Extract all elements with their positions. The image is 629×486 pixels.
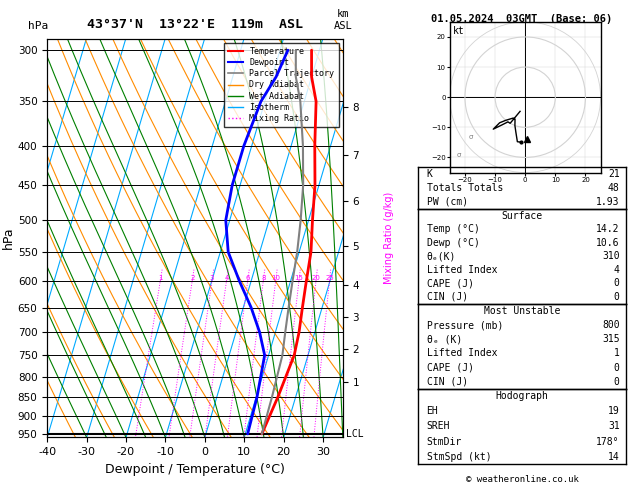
- Text: Lifted Index: Lifted Index: [426, 265, 497, 275]
- Text: 0: 0: [614, 377, 620, 387]
- Text: 15: 15: [294, 275, 303, 281]
- Text: Lifted Index: Lifted Index: [426, 348, 497, 358]
- Text: 14.2: 14.2: [596, 224, 620, 234]
- Text: CIN (J): CIN (J): [426, 377, 468, 387]
- Text: kt: kt: [453, 26, 465, 36]
- Text: σ: σ: [457, 153, 461, 158]
- Text: 3: 3: [209, 275, 214, 281]
- Text: 0: 0: [614, 363, 620, 373]
- Text: © weatheronline.co.uk: © weatheronline.co.uk: [465, 474, 579, 484]
- Y-axis label: hPa: hPa: [2, 227, 15, 249]
- Text: σ: σ: [469, 135, 473, 140]
- Text: 6: 6: [245, 275, 250, 281]
- Text: Totals Totals: Totals Totals: [426, 183, 503, 193]
- Text: 31: 31: [608, 421, 620, 432]
- Text: 0: 0: [614, 292, 620, 302]
- Text: 4: 4: [614, 265, 620, 275]
- Text: 1.93: 1.93: [596, 197, 620, 207]
- Text: θₑ(K): θₑ(K): [426, 251, 456, 261]
- Text: 14: 14: [608, 451, 620, 462]
- Text: 315: 315: [602, 334, 620, 344]
- Text: km
ASL: km ASL: [333, 9, 352, 31]
- Text: 10.6: 10.6: [596, 238, 620, 248]
- Text: StmSpd (kt): StmSpd (kt): [426, 451, 491, 462]
- Legend: Temperature, Dewpoint, Parcel Trajectory, Dry Adiabat, Wet Adiabat, Isotherm, Mi: Temperature, Dewpoint, Parcel Trajectory…: [224, 43, 338, 127]
- Text: 0: 0: [614, 278, 620, 289]
- Y-axis label: Mixing Ratio (g/kg): Mixing Ratio (g/kg): [384, 192, 394, 284]
- Text: Pressure (mb): Pressure (mb): [426, 320, 503, 330]
- Text: SREH: SREH: [426, 421, 450, 432]
- Text: θₑ (K): θₑ (K): [426, 334, 462, 344]
- Text: 10: 10: [271, 275, 280, 281]
- Text: 8: 8: [261, 275, 265, 281]
- Text: StmDir: StmDir: [426, 436, 462, 447]
- Text: 1: 1: [614, 348, 620, 358]
- Text: 43°37'N  13°22'E  119m  ASL: 43°37'N 13°22'E 119m ASL: [87, 18, 303, 31]
- Text: Dewp (°C): Dewp (°C): [426, 238, 479, 248]
- Text: LCL: LCL: [346, 429, 364, 439]
- Text: 19: 19: [608, 406, 620, 417]
- Text: Surface: Surface: [501, 211, 543, 221]
- Text: EH: EH: [426, 406, 438, 417]
- Text: 21: 21: [608, 169, 620, 179]
- Text: Most Unstable: Most Unstable: [484, 306, 560, 316]
- Text: hPa: hPa: [28, 21, 48, 31]
- Text: 01.05.2024  03GMT  (Base: 06): 01.05.2024 03GMT (Base: 06): [431, 15, 613, 24]
- Text: 20: 20: [311, 275, 320, 281]
- Text: Hodograph: Hodograph: [496, 391, 548, 401]
- Text: CAPE (J): CAPE (J): [426, 363, 474, 373]
- X-axis label: Dewpoint / Temperature (°C): Dewpoint / Temperature (°C): [105, 463, 285, 476]
- Text: 800: 800: [602, 320, 620, 330]
- Text: CIN (J): CIN (J): [426, 292, 468, 302]
- Text: 48: 48: [608, 183, 620, 193]
- Text: 25: 25: [325, 275, 334, 281]
- Text: CAPE (J): CAPE (J): [426, 278, 474, 289]
- Text: Temp (°C): Temp (°C): [426, 224, 479, 234]
- Text: K: K: [426, 169, 433, 179]
- Text: 4: 4: [225, 275, 229, 281]
- Text: 1: 1: [158, 275, 162, 281]
- Text: PW (cm): PW (cm): [426, 197, 468, 207]
- Text: 310: 310: [602, 251, 620, 261]
- Text: 2: 2: [190, 275, 194, 281]
- Text: 178°: 178°: [596, 436, 620, 447]
